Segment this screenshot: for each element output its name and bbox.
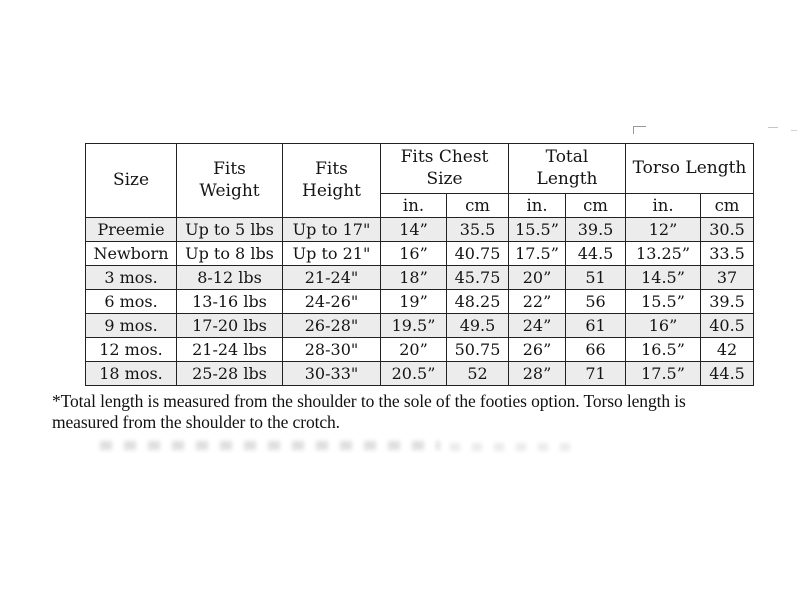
col-header-fits-weight: Fits Weight (176, 143, 283, 218)
table-row: 3 mos. 8-12 lbs 21-24" 18” 45.75 20” 51 … (85, 265, 755, 290)
cell-total-cm: 44.5 (565, 241, 627, 266)
scan-corner-mark (633, 126, 646, 134)
cell-torso-in: 14.5” (625, 265, 702, 290)
cell-chest-cm: 48.25 (445, 289, 510, 314)
cell-torso-cm: 37 (700, 265, 755, 290)
cell-size: 12 mos. (85, 337, 177, 362)
subheader-torso-cm: cm (700, 193, 755, 218)
cell-total-in: 24” (508, 313, 567, 338)
cell-torso-cm: 40.5 (700, 313, 755, 338)
cell-total-cm: 66 (565, 337, 627, 362)
cell-torso-in: 15.5” (625, 289, 702, 314)
cell-torso-cm: 30.5 (700, 217, 755, 242)
cell-fits-height: 26-28" (282, 313, 381, 338)
cell-total-cm: 56 (565, 289, 627, 314)
cell-fits-height: 28-30" (282, 337, 381, 362)
cell-fits-weight: 25-28 lbs (176, 361, 283, 386)
cell-chest-in: 16” (380, 241, 447, 266)
cell-fits-weight: 8-12 lbs (176, 265, 283, 290)
cell-fits-weight: 17-20 lbs (176, 313, 283, 338)
cell-torso-cm: 39.5 (700, 289, 755, 314)
cell-chest-in: 20” (380, 337, 447, 362)
scan-edge-dash (768, 127, 778, 128)
subheader-chest-cm: cm (445, 193, 510, 218)
scan-smudge (100, 441, 440, 450)
subheader-total-cm: cm (565, 193, 627, 218)
cell-size: Newborn (85, 241, 177, 266)
cell-total-in: 26” (508, 337, 567, 362)
cell-total-in: 17.5” (508, 241, 567, 266)
cell-total-in: 20” (508, 265, 567, 290)
table-row: 6 mos. 13-16 lbs 24-26" 19” 48.25 22” 56… (85, 289, 755, 314)
table-row: Preemie Up to 5 lbs Up to 17" 14” 35.5 1… (85, 217, 755, 242)
subheader-total-in: in. (508, 193, 567, 218)
cell-fits-height: 24-26" (282, 289, 381, 314)
table-row: Newborn Up to 8 lbs Up to 21" 16” 40.75 … (85, 241, 755, 266)
cell-size: 3 mos. (85, 265, 177, 290)
cell-size: 18 mos. (85, 361, 177, 386)
size-chart-table: Size Fits Weight Fits Height Fits Chest … (85, 143, 755, 386)
scan-smudge (450, 443, 580, 451)
cell-total-in: 28” (508, 361, 567, 386)
cell-fits-height: 21-24" (282, 265, 381, 290)
footnote: *Total length is measured from the shoul… (52, 391, 796, 434)
cell-fits-weight: Up to 8 lbs (176, 241, 283, 266)
table-row: 12 mos. 21-24 lbs 28-30" 20” 50.75 26” 6… (85, 337, 755, 362)
cell-torso-in: 17.5” (625, 361, 702, 386)
cell-fits-height: 30-33" (282, 361, 381, 386)
footnote-line-2: measured from the shoulder to the crotch… (52, 412, 340, 433)
cell-chest-cm: 45.75 (445, 265, 510, 290)
col-header-fits-height: Fits Height (282, 143, 381, 218)
cell-total-cm: 39.5 (565, 217, 627, 242)
cell-total-in: 22” (508, 289, 567, 314)
scan-edge-dash (791, 130, 797, 131)
cell-chest-in: 18” (380, 265, 447, 290)
cell-chest-cm: 50.75 (445, 337, 510, 362)
cell-chest-in: 19.5” (380, 313, 447, 338)
cell-size: Preemie (85, 217, 177, 242)
cell-fits-weight: 21-24 lbs (176, 337, 283, 362)
cell-chest-in: 19” (380, 289, 447, 314)
table-subheader-row: in. cm in. cm in. cm (86, 193, 755, 218)
cell-fits-weight: Up to 5 lbs (176, 217, 283, 242)
subheader-chest-in: in. (380, 193, 447, 218)
table-row: 9 mos. 17-20 lbs 26-28" 19.5” 49.5 24” 6… (85, 313, 755, 338)
cell-chest-cm: 35.5 (445, 217, 510, 242)
col-header-size: Size (85, 143, 177, 218)
cell-total-in: 15.5” (508, 217, 567, 242)
col-header-torso-length: Torso Length (625, 143, 755, 194)
cell-size: 9 mos. (85, 313, 177, 338)
col-header-total-length: Total Length (508, 143, 627, 194)
cell-chest-cm: 52 (445, 361, 510, 386)
cell-torso-in: 13.25” (625, 241, 702, 266)
col-header-fits-chest-size: Fits Chest Size (379, 143, 510, 194)
footnote-line-1: *Total length is measured from the shoul… (52, 391, 686, 411)
cell-torso-in: 16.5” (625, 337, 702, 362)
cell-chest-in: 20.5” (380, 361, 447, 386)
cell-total-cm: 61 (565, 313, 627, 338)
cell-total-cm: 51 (565, 265, 627, 290)
cell-chest-in: 14” (380, 217, 447, 242)
cell-total-cm: 71 (565, 361, 627, 386)
cell-chest-cm: 49.5 (445, 313, 510, 338)
cell-torso-cm: 33.5 (700, 241, 755, 266)
cell-size: 6 mos. (85, 289, 177, 314)
subheader-torso-in: in. (625, 193, 702, 218)
cell-torso-cm: 44.5 (700, 361, 755, 386)
table-header-row: Size Fits Weight Fits Height Fits Chest … (85, 143, 755, 218)
cell-fits-height: Up to 17" (282, 217, 381, 242)
cell-torso-in: 12” (625, 217, 702, 242)
table-row: 18 mos. 25-28 lbs 30-33" 20.5” 52 28” 71… (85, 361, 755, 386)
cell-fits-weight: 13-16 lbs (176, 289, 283, 314)
cell-torso-in: 16” (625, 313, 702, 338)
cell-torso-cm: 42 (700, 337, 755, 362)
cell-fits-height: Up to 21" (282, 241, 381, 266)
cell-chest-cm: 40.75 (445, 241, 510, 266)
